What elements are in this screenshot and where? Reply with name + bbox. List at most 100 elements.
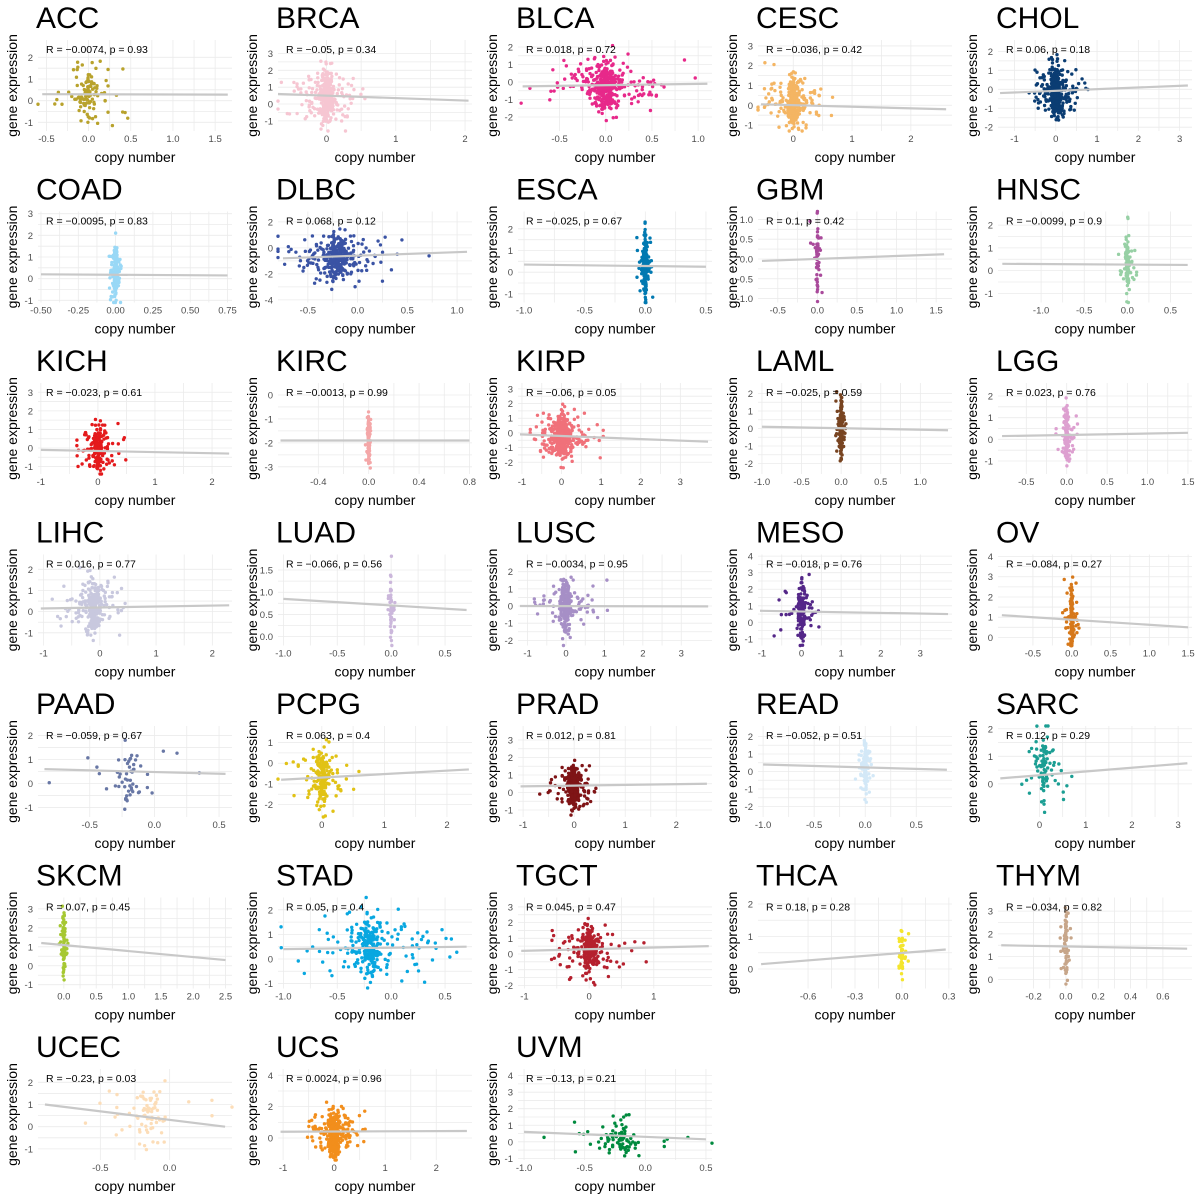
y-axis-label: gene expression bbox=[484, 549, 500, 652]
data-point bbox=[93, 423, 98, 427]
scatter-points bbox=[756, 61, 835, 133]
data-point bbox=[82, 103, 87, 107]
data-point bbox=[566, 585, 571, 589]
stat-annotation: R = 0.1, p = 0.42 bbox=[766, 216, 844, 228]
data-point bbox=[363, 264, 368, 268]
data-point bbox=[76, 620, 81, 624]
data-point bbox=[389, 629, 394, 633]
data-point bbox=[780, 98, 784, 103]
data-point bbox=[815, 254, 819, 258]
x-tick-label: 1 bbox=[849, 134, 854, 145]
data-point bbox=[588, 88, 592, 92]
x-tick-label: 2 bbox=[638, 477, 643, 488]
y-tick-label: 3 bbox=[268, 49, 273, 60]
data-point bbox=[605, 94, 609, 99]
x-tick-label: 0.75 bbox=[218, 306, 237, 317]
y-tick-label: 1 bbox=[268, 83, 273, 94]
data-point bbox=[1045, 82, 1049, 87]
y-tick-label: 3 bbox=[748, 41, 753, 52]
data-point bbox=[616, 74, 621, 78]
data-point bbox=[528, 427, 533, 432]
data-point bbox=[320, 107, 324, 112]
data-point bbox=[635, 275, 639, 279]
data-point bbox=[287, 112, 292, 116]
data-point bbox=[542, 594, 546, 598]
data-point bbox=[632, 95, 637, 99]
stat-annotation: R = −0.066, p = 0.56 bbox=[286, 559, 382, 571]
data-point bbox=[528, 86, 532, 90]
data-point bbox=[646, 80, 650, 84]
trend-line bbox=[283, 597, 467, 612]
data-point bbox=[383, 235, 387, 239]
data-point bbox=[808, 96, 813, 100]
data-point bbox=[839, 403, 844, 408]
data-point bbox=[792, 110, 796, 115]
data-point bbox=[64, 614, 68, 619]
data-point bbox=[361, 237, 365, 242]
data-point bbox=[1072, 435, 1076, 440]
data-point bbox=[104, 78, 108, 83]
data-point bbox=[630, 97, 634, 101]
data-point bbox=[276, 107, 280, 111]
data-point bbox=[314, 96, 319, 101]
y-tick-label: -2 bbox=[265, 438, 273, 449]
x-axis-label: copy number bbox=[335, 492, 416, 508]
x-tick-label: 2 bbox=[462, 134, 467, 145]
data-point bbox=[784, 612, 788, 617]
data-point bbox=[662, 85, 666, 89]
y-tick-label: -1 bbox=[25, 296, 33, 307]
data-point bbox=[96, 451, 101, 456]
data-point bbox=[614, 115, 619, 120]
data-point bbox=[834, 399, 838, 403]
y-tick-label: 1 bbox=[508, 246, 513, 257]
data-point bbox=[340, 86, 344, 91]
data-point bbox=[93, 593, 97, 598]
data-point bbox=[388, 600, 392, 605]
data-point bbox=[105, 445, 110, 449]
y-tick-label: 1 bbox=[988, 66, 993, 77]
data-point bbox=[119, 586, 124, 591]
x-axis-label: copy number bbox=[575, 321, 656, 337]
data-point bbox=[563, 417, 567, 421]
data-point bbox=[590, 102, 594, 106]
data-point bbox=[1048, 98, 1052, 102]
data-point bbox=[614, 106, 619, 110]
data-point bbox=[1067, 424, 1071, 428]
data-point bbox=[540, 420, 544, 424]
data-point bbox=[96, 457, 100, 461]
data-point bbox=[1054, 108, 1058, 113]
data-point bbox=[577, 69, 581, 74]
data-point bbox=[579, 599, 583, 603]
y-tick-label: -1 bbox=[505, 289, 513, 300]
data-point bbox=[338, 227, 342, 231]
data-point bbox=[315, 107, 320, 111]
data-point bbox=[642, 92, 646, 96]
data-point bbox=[320, 84, 325, 88]
data-point bbox=[1065, 100, 1069, 104]
data-point bbox=[649, 270, 653, 274]
data-point bbox=[325, 258, 329, 263]
data-point bbox=[91, 106, 96, 111]
data-point bbox=[590, 598, 594, 602]
data-point bbox=[644, 300, 648, 305]
data-point bbox=[606, 101, 610, 106]
data-point bbox=[595, 615, 600, 620]
data-point bbox=[325, 274, 329, 279]
data-point bbox=[548, 98, 552, 102]
data-point bbox=[87, 89, 91, 94]
y-tick-label: 2 bbox=[988, 47, 993, 58]
data-point bbox=[81, 582, 85, 586]
data-point bbox=[76, 615, 80, 619]
data-point bbox=[620, 85, 624, 90]
data-point bbox=[1066, 69, 1070, 74]
data-point bbox=[638, 289, 642, 293]
data-point bbox=[332, 87, 336, 92]
data-point bbox=[795, 121, 800, 125]
data-point bbox=[816, 264, 821, 268]
data-point bbox=[643, 249, 648, 253]
data-point bbox=[112, 463, 117, 467]
data-point bbox=[792, 121, 796, 126]
data-point bbox=[844, 422, 848, 426]
x-tick-label: 0 bbox=[563, 649, 568, 660]
